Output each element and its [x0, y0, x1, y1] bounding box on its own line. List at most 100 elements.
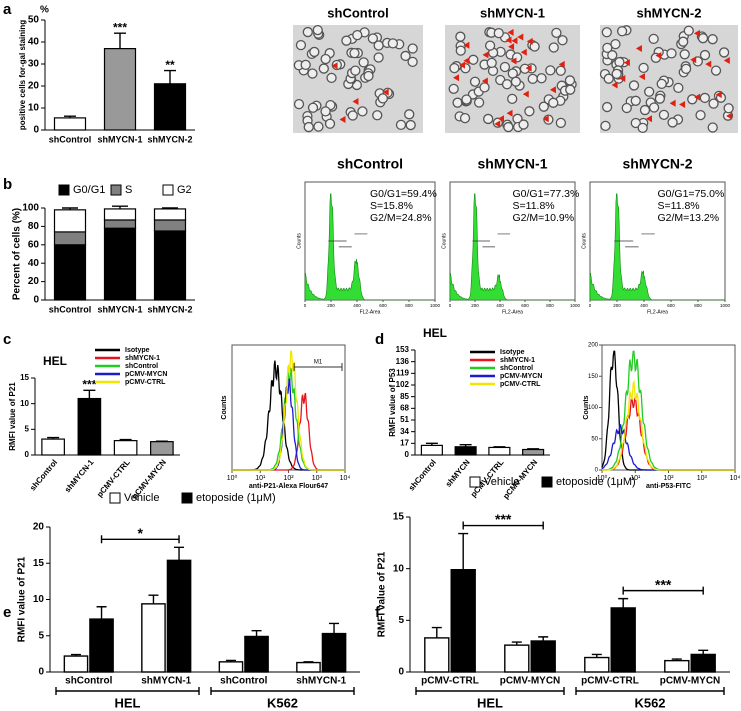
- x-tick-label: 600: [521, 303, 529, 308]
- cell: [630, 95, 641, 106]
- bar: [77, 397, 102, 456]
- error-bar: [618, 597, 629, 608]
- marker-arrow: [655, 51, 662, 59]
- y-tick-label: 60: [28, 239, 40, 250]
- x-tick-label: 600: [667, 303, 675, 308]
- cell: [295, 39, 307, 51]
- cell: [307, 68, 318, 79]
- error-bar: [164, 69, 176, 84]
- legend-label: Isotype: [125, 347, 150, 354]
- cell: [708, 98, 719, 109]
- panel-label: f: [375, 604, 381, 621]
- error-bar: [591, 653, 602, 658]
- bar: [89, 618, 114, 673]
- histogram-fill: [304, 193, 435, 301]
- y-tick-label: 85: [400, 392, 409, 401]
- cell: [564, 75, 576, 86]
- y-axis-label: positive cells for-gal staining: [18, 20, 27, 130]
- stat-label: G0/G1=75.0%: [658, 188, 725, 200]
- legend-swatch: [109, 492, 121, 504]
- cell: [557, 35, 568, 46]
- bar: [166, 559, 192, 673]
- legend-label: etoposide (1μM): [196, 492, 276, 504]
- cell: [357, 106, 368, 117]
- cell: [538, 101, 549, 112]
- y-tick-label: 80: [28, 221, 40, 232]
- x-tick-label: 0: [589, 303, 592, 308]
- bar-segment: [153, 219, 187, 232]
- group-label: HEL: [477, 695, 503, 710]
- y-axis-label: Counts: [296, 233, 302, 249]
- cell: [683, 25, 694, 36]
- cell: [507, 93, 518, 105]
- error-bar: [119, 438, 132, 441]
- panel-label: e: [3, 604, 11, 621]
- stat-label: S=11.8%: [513, 200, 555, 212]
- x-tick-label: 400: [640, 303, 648, 308]
- marker-arrow: [723, 57, 730, 65]
- y-tick-label: 10: [33, 594, 45, 605]
- x-tick-label: 800: [405, 303, 413, 308]
- legend-swatch: [110, 184, 122, 196]
- y-tick-label: 17: [400, 438, 409, 447]
- y-tick-label: 100: [588, 405, 599, 411]
- cell: [555, 65, 566, 76]
- significance: **: [165, 58, 175, 72]
- cell: [695, 109, 706, 121]
- cell: [551, 27, 562, 38]
- cell: [699, 49, 711, 61]
- x-axis-label: FL2-Area: [502, 309, 523, 315]
- marker-arrow: [526, 37, 533, 45]
- cell: [524, 106, 535, 117]
- x-tick-label: shMYCN-1: [97, 134, 142, 144]
- bar: [488, 446, 511, 456]
- gate: [472, 233, 510, 248]
- y-tick-label: 20: [28, 276, 40, 287]
- gate: [614, 233, 655, 248]
- x-tick-label: pCMV-CTRL: [581, 676, 639, 687]
- error-bar: [64, 115, 76, 118]
- cell: [679, 49, 690, 60]
- y-tick-label: 102: [396, 380, 410, 389]
- x-tick-label: 200: [613, 303, 621, 308]
- cell: [630, 117, 641, 129]
- cell: [707, 122, 718, 133]
- bar-segment: [53, 231, 87, 246]
- cell: [707, 34, 718, 45]
- error-bar: [96, 606, 107, 620]
- bar-segment: [53, 209, 87, 233]
- marker-arrow: [715, 91, 722, 99]
- cell: [548, 42, 559, 53]
- marker-arrow: [623, 59, 630, 67]
- y-tick-label: 20: [28, 81, 40, 92]
- marker-arrow: [508, 43, 515, 51]
- cell: [723, 103, 734, 114]
- marker-arrow: [635, 44, 642, 52]
- stat-label: S=15.8%: [370, 200, 413, 212]
- legend-label: pCMV-CTRL: [125, 379, 166, 386]
- y-tick-label: 40: [28, 37, 40, 48]
- x-tick-label: 600: [379, 303, 387, 308]
- bar-segment: [103, 208, 137, 221]
- bar-segment: [53, 244, 87, 301]
- bar-segment: [153, 208, 187, 221]
- x-tick-label: 10¹: [630, 475, 641, 482]
- cell: [666, 48, 677, 59]
- cell: [545, 65, 556, 76]
- bar: [153, 83, 187, 131]
- group-label: K562: [267, 695, 298, 710]
- gate: [328, 233, 368, 248]
- error-bar: [538, 636, 549, 641]
- cell: [658, 109, 670, 120]
- group-line: [55, 687, 200, 695]
- x-tick-label: 10⁴: [340, 475, 351, 482]
- cell: [484, 40, 496, 51]
- y-tick-label: 0: [33, 295, 39, 306]
- y-axis-label: RMFI value of P53: [388, 368, 397, 437]
- error-bar: [303, 661, 314, 663]
- cell: [614, 57, 625, 68]
- cell: [320, 53, 331, 65]
- panel-label: c: [3, 331, 11, 348]
- cell: [510, 76, 522, 87]
- y-tick-label: 136: [396, 357, 410, 366]
